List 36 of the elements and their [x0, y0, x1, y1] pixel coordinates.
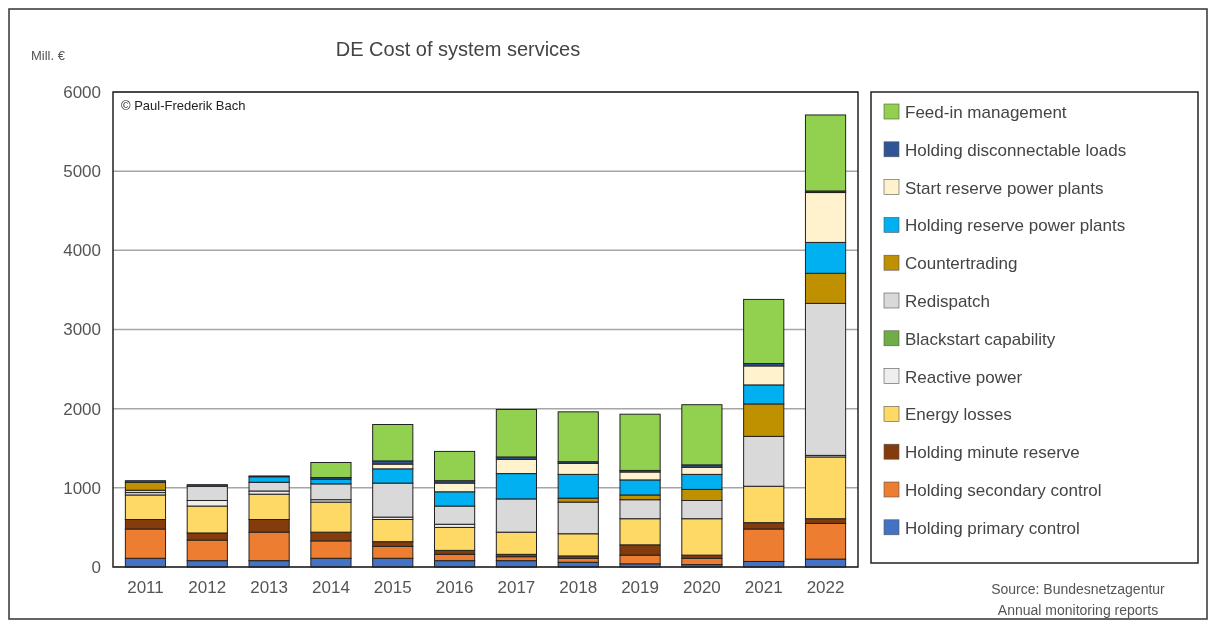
annotation: © Paul-Frederik Bach — [121, 98, 246, 113]
x-tick-label: 2018 — [559, 578, 598, 597]
x-tick-label: 2015 — [373, 578, 412, 597]
x-tick-label: 2013 — [250, 578, 289, 597]
legend-label: Start reserve power plants — [905, 178, 1104, 198]
x-tick-label: 2017 — [497, 578, 536, 597]
legend-label: Holding disconnectable loads — [905, 140, 1127, 160]
y-axis-title: Mill. € — [31, 48, 66, 63]
x-tick-label: 2011 — [127, 578, 164, 597]
x-tick-label: 2014 — [312, 578, 350, 597]
legend-label: Blackstart capability — [905, 329, 1056, 349]
x-tick-label: 2016 — [435, 578, 474, 597]
y-tick-label: 2000 — [63, 399, 101, 419]
x-tick-label: 2021 — [744, 578, 783, 597]
legend-label: Holding primary control — [905, 518, 1080, 538]
legend-label: Countertrading — [905, 254, 1018, 274]
legend-label: Holding reserve power plants — [905, 216, 1126, 236]
x-tick-label: 2012 — [188, 578, 227, 597]
legend-label: Energy losses — [905, 405, 1012, 425]
legend-label: Holding secondary control — [905, 480, 1102, 500]
legend-label: Redispatch — [905, 291, 991, 311]
source-note: Source: Bundesnetzagentur — [991, 581, 1166, 597]
y-tick-label: 0 — [91, 557, 101, 577]
x-tick-label: 2020 — [682, 578, 721, 597]
y-tick-label: 1000 — [63, 478, 101, 498]
legend-label: Feed-in management — [905, 102, 1067, 122]
legend-label: Holding minute reserve — [905, 443, 1080, 463]
text: Annual monitoring reports — [997, 602, 1159, 618]
y-tick-label: 4000 — [63, 241, 101, 261]
y-tick-label: 6000 — [63, 82, 101, 102]
y-tick-label: 3000 — [63, 320, 101, 340]
y-tick-label: 5000 — [63, 162, 101, 182]
x-tick-label: 2022 — [806, 578, 845, 597]
x-tick-label: 2019 — [621, 578, 659, 597]
legend-label: Reactive power — [905, 367, 1023, 387]
chart-title: DE Cost of system services — [335, 38, 581, 60]
